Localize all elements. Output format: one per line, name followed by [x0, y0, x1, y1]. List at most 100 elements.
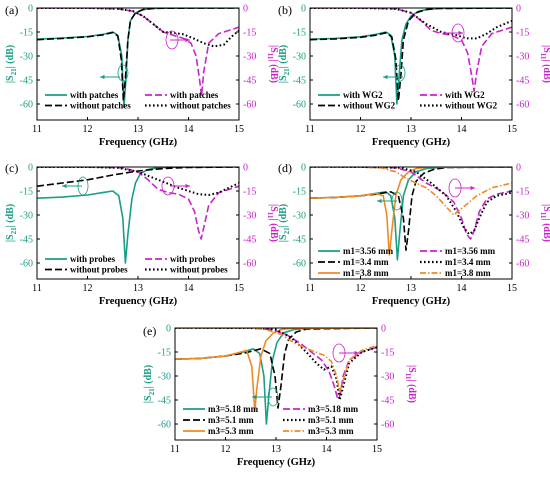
x-tick-label: 12	[356, 283, 366, 294]
panel-a: (a) 11 12 13 14 15 Frequency (GHz) 0 -15 -30 -45 -6…	[5, 3, 279, 148]
y-tick-label-right: 0	[243, 4, 248, 15]
legend-label: m3=5.1 mm	[308, 415, 354, 425]
series-line-s11-5	[175, 328, 377, 393]
series-line-s21-1	[37, 8, 239, 102]
s11-axis-arrow	[443, 30, 463, 36]
series-line-s21-0	[310, 8, 512, 105]
series-line-s11-4	[310, 167, 512, 236]
x-axis-label: Frequency (GHz)	[99, 137, 178, 148]
y-tick-label-right: -45	[381, 396, 394, 407]
legend-label: m1=3.8 mm	[445, 268, 491, 278]
legend-label: without patches	[170, 101, 231, 111]
panel-label: (a)	[5, 3, 18, 17]
y-tick-label-left: 0	[28, 163, 33, 174]
y-tick-label-right: 0	[243, 163, 248, 174]
legend-label: without WG2	[445, 101, 498, 111]
y-axis-label-right: |S11| (dB)	[404, 365, 417, 403]
legend-label: m1=3.8 mm	[343, 268, 389, 278]
y-tick-label-left: -60	[293, 259, 306, 270]
y-tick-label-right: -60	[516, 259, 529, 270]
y-tick-label-left: -30	[158, 372, 171, 383]
y-axis-label-left: |S21| (dB)	[143, 365, 156, 403]
y-tick-label-left: 0	[28, 4, 33, 15]
s11-axis-arrow-head	[458, 30, 463, 36]
x-tick-label: 12	[221, 444, 231, 455]
s11-axis-arrow-head	[470, 185, 475, 191]
y-axis-label-left: |S21| (dB)	[5, 204, 18, 242]
x-tick-label: 11	[32, 283, 42, 294]
x-tick-label: 14	[184, 283, 194, 294]
y-tick-label-left: -60	[20, 100, 33, 111]
s21-axis-arrow-head	[383, 74, 388, 80]
panel-label: (d)	[278, 161, 292, 175]
x-tick-label: 14	[457, 124, 467, 135]
y-tick-label-right: -45	[516, 235, 529, 246]
legend-label: without patches	[70, 101, 131, 111]
y-tick-label-right: 0	[381, 324, 386, 335]
y-tick-label-right: -60	[516, 100, 529, 111]
y-tick-label-right: -15	[516, 187, 529, 198]
s21-marker-ellipse	[394, 64, 406, 82]
y-axis-label-right: |S11| (dB)	[266, 45, 279, 83]
s21-axis-arrow-head	[100, 74, 105, 80]
y-axis-label-right: |S11| (dB)	[266, 204, 279, 242]
panel-c: (c) 11 12 13 14 15 Frequency (GHz) 0 -15 -30 -45 -6…	[5, 161, 279, 307]
s21-axis-arrow-head	[62, 183, 67, 189]
legend-label: m1=3.4 mm	[343, 257, 389, 267]
legend-label: m3=5.18 mm	[208, 404, 259, 414]
legend-label: with patches	[170, 90, 219, 100]
y-tick-label-right: -30	[516, 211, 529, 222]
x-tick-label: 15	[507, 124, 517, 135]
x-tick-label: 15	[234, 124, 244, 135]
x-tick-label: 11	[305, 124, 315, 135]
x-tick-label: 11	[305, 283, 315, 294]
series-group	[37, 8, 239, 108]
y-tick-label-left: 0	[301, 163, 306, 174]
x-axis-label: Frequency (GHz)	[372, 296, 451, 307]
x-tick-label: 14	[457, 283, 467, 294]
y-axis-label-right: |S11| (dB)	[539, 45, 550, 83]
legend-label: with WG2	[445, 90, 485, 100]
x-tick-label: 12	[83, 283, 93, 294]
y-axis-label-left: |S21| (dB)	[278, 204, 291, 242]
s11-axis-arrow-head	[185, 37, 190, 43]
y-tick-label-left: -15	[158, 348, 171, 359]
panel-b: (b) 11 12 13 14 15 Frequency (GHz) 0 -15 -30 -45 -6…	[278, 3, 550, 148]
panel-label: (b)	[278, 3, 292, 17]
x-tick-label: 15	[372, 444, 382, 455]
y-tick-label-left: -45	[158, 396, 171, 407]
series-line-s11-3	[310, 167, 512, 240]
series-line-s11-3	[37, 167, 239, 196]
x-tick-label: 11	[32, 124, 42, 135]
panel-label: (c)	[5, 161, 18, 175]
series-line-s11-2	[310, 8, 512, 92]
y-tick-label-right: -45	[243, 76, 256, 87]
y-tick-label-left: 0	[166, 324, 171, 335]
y-tick-label-left: -45	[20, 76, 33, 87]
series-line-s21-1	[310, 167, 512, 251]
legend-label: m3=5.18 mm	[308, 404, 359, 414]
y-tick-label-right: -60	[243, 100, 256, 111]
y-tick-label-left: -45	[293, 76, 306, 87]
y-tick-label-left: -60	[158, 420, 171, 431]
series-line-s11-3	[310, 8, 512, 40]
y-tick-label-right: -30	[516, 52, 529, 63]
y-tick-label-right: -60	[243, 259, 256, 270]
y-tick-label-left: -30	[20, 211, 33, 222]
x-axis-label: Frequency (GHz)	[372, 137, 451, 148]
series-line-s11-2	[37, 8, 239, 97]
s11-axis-arrow-head	[185, 183, 190, 189]
series-line-s11-5	[310, 167, 512, 216]
s11-axis-arrow	[170, 183, 190, 189]
y-tick-label-right: -15	[516, 28, 529, 39]
y-tick-label-right: -60	[381, 420, 394, 431]
y-tick-label-right: -30	[243, 52, 256, 63]
y-tick-label-right: -45	[516, 76, 529, 87]
s11-axis-arrow	[455, 185, 475, 191]
y-tick-label-right: -15	[381, 348, 394, 359]
y-tick-label-right: -45	[243, 235, 256, 246]
s21-axis-arrow	[383, 74, 403, 80]
